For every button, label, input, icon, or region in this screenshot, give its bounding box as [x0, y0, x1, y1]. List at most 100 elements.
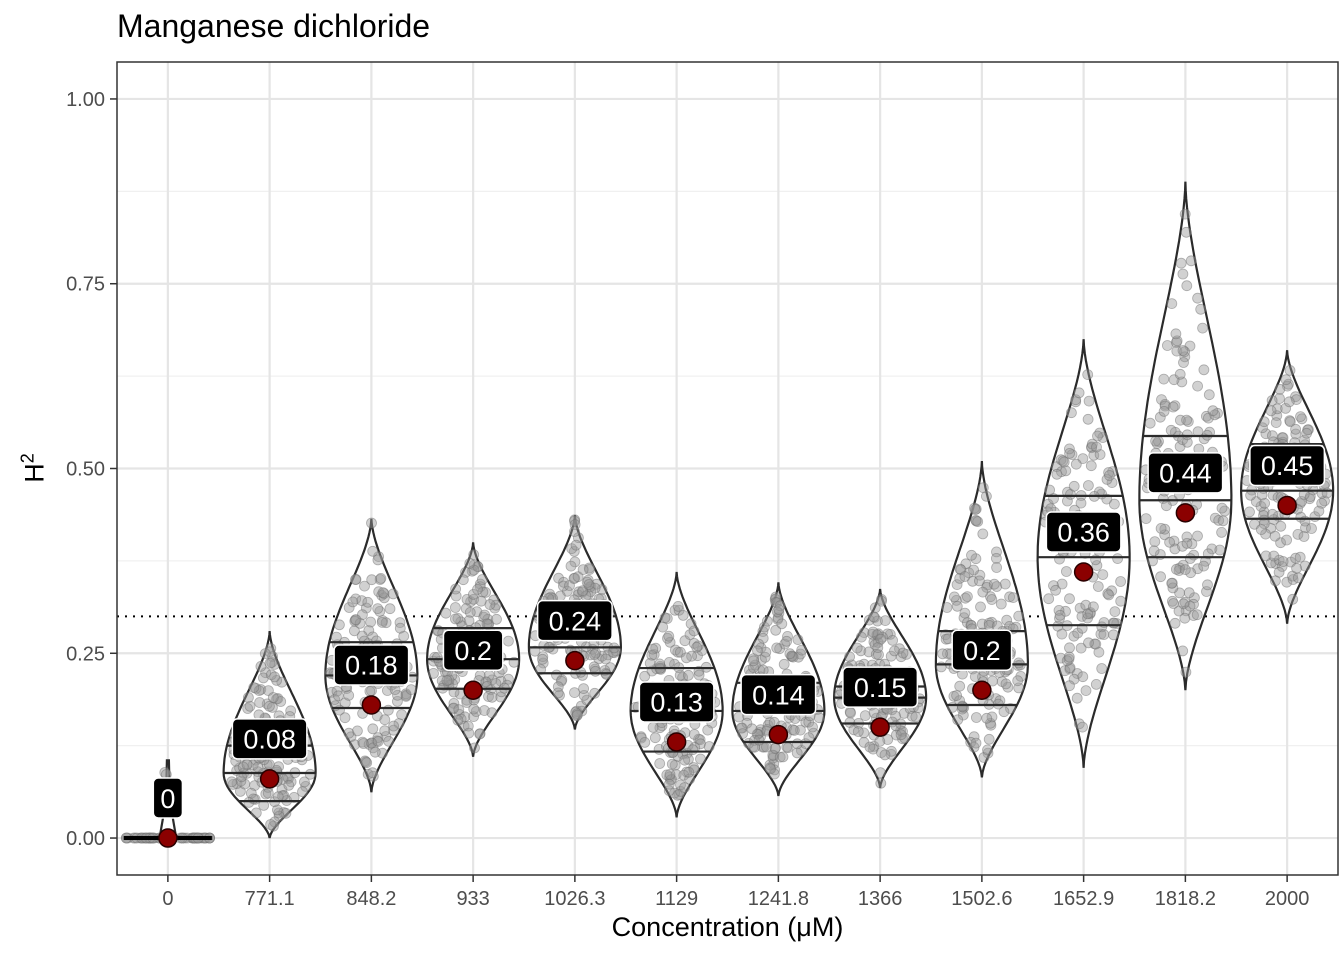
data-point [375, 573, 387, 584]
data-point [781, 741, 793, 753]
data-point [983, 733, 995, 745]
data-point [577, 564, 589, 575]
data-point [600, 653, 612, 665]
data-point [1259, 497, 1270, 509]
data-point [297, 786, 308, 798]
data-point [1195, 303, 1207, 315]
data-point [855, 645, 867, 657]
data-point [1216, 502, 1228, 514]
data-point [879, 615, 891, 626]
data-point [1108, 629, 1119, 641]
data-point [479, 609, 491, 621]
data-point [362, 596, 374, 608]
data-point [639, 737, 651, 748]
data-point [851, 642, 863, 654]
data-point [1154, 411, 1166, 423]
data-point [761, 741, 772, 753]
data-point [1296, 495, 1307, 507]
mean-point [361, 695, 382, 715]
data-point [691, 641, 703, 653]
mean-point [565, 650, 585, 671]
data-point [1184, 553, 1196, 564]
data-point [1091, 441, 1102, 453]
data-point [1168, 598, 1179, 609]
data-point [570, 539, 582, 551]
data-point [1108, 617, 1120, 629]
data-point [1216, 527, 1227, 538]
data-point [771, 642, 783, 654]
data-point [472, 584, 483, 595]
data-point [1192, 380, 1203, 392]
data-point [1175, 257, 1187, 269]
data-point [654, 758, 666, 769]
data-point [661, 769, 673, 781]
data-point [1083, 395, 1095, 407]
data-point [589, 582, 601, 594]
data-point [569, 687, 580, 698]
data-point [1174, 368, 1186, 380]
data-point [589, 649, 600, 660]
data-point [872, 615, 883, 627]
data-point [1274, 383, 1286, 395]
data-point [688, 625, 700, 637]
data-point [364, 685, 376, 697]
data-point [377, 587, 389, 598]
data-point [687, 744, 699, 756]
data-point [844, 651, 855, 663]
data-point [1178, 598, 1189, 610]
data-point [1070, 458, 1082, 470]
mean-point [259, 769, 280, 789]
data-point [1171, 563, 1182, 575]
data-point [1063, 651, 1075, 663]
data-point [495, 675, 507, 687]
data-point [1000, 678, 1012, 690]
data-point [254, 697, 266, 708]
data-point [388, 720, 400, 732]
data-point [583, 579, 595, 590]
data-point [1074, 602, 1086, 614]
data-point [971, 712, 982, 723]
data-point [475, 595, 487, 607]
data-point [684, 629, 696, 640]
data-point [1185, 255, 1197, 267]
data-point [552, 687, 564, 699]
mean-point [768, 724, 789, 745]
data-point [1283, 396, 1295, 408]
data-point [1060, 465, 1072, 477]
data-point [333, 619, 345, 631]
x-tick-label: 2000 [1265, 888, 1310, 910]
data-point [502, 635, 514, 647]
data-point [949, 591, 960, 603]
data-point [702, 724, 714, 736]
data-point [253, 685, 265, 696]
data-point [1044, 484, 1055, 496]
x-tick-label: 1129 [655, 888, 698, 910]
data-point [383, 735, 395, 747]
data-point [1056, 628, 1068, 640]
data-point [791, 747, 803, 759]
data-point [882, 734, 894, 745]
mean-label-box [740, 673, 817, 716]
data-point [379, 725, 391, 737]
data-point [244, 700, 256, 712]
data-point [1085, 460, 1097, 472]
data-point [1257, 422, 1268, 434]
data-point [431, 652, 443, 663]
data-point [773, 604, 785, 615]
x-tick-label: 848.2 [346, 888, 396, 910]
mean-point [1175, 503, 1196, 523]
data-point [389, 684, 401, 695]
data-point [683, 766, 695, 778]
data-point [647, 722, 659, 733]
data-point [1092, 581, 1104, 592]
mean-label-box [1045, 511, 1122, 553]
data-point [1290, 423, 1301, 435]
violin-group-1129: 0.13 [629, 571, 724, 818]
x-tick-label: 1366 [858, 888, 903, 910]
data-point [388, 724, 399, 736]
data-point [1169, 617, 1181, 629]
data-point [1182, 416, 1194, 428]
data-point [781, 635, 792, 647]
